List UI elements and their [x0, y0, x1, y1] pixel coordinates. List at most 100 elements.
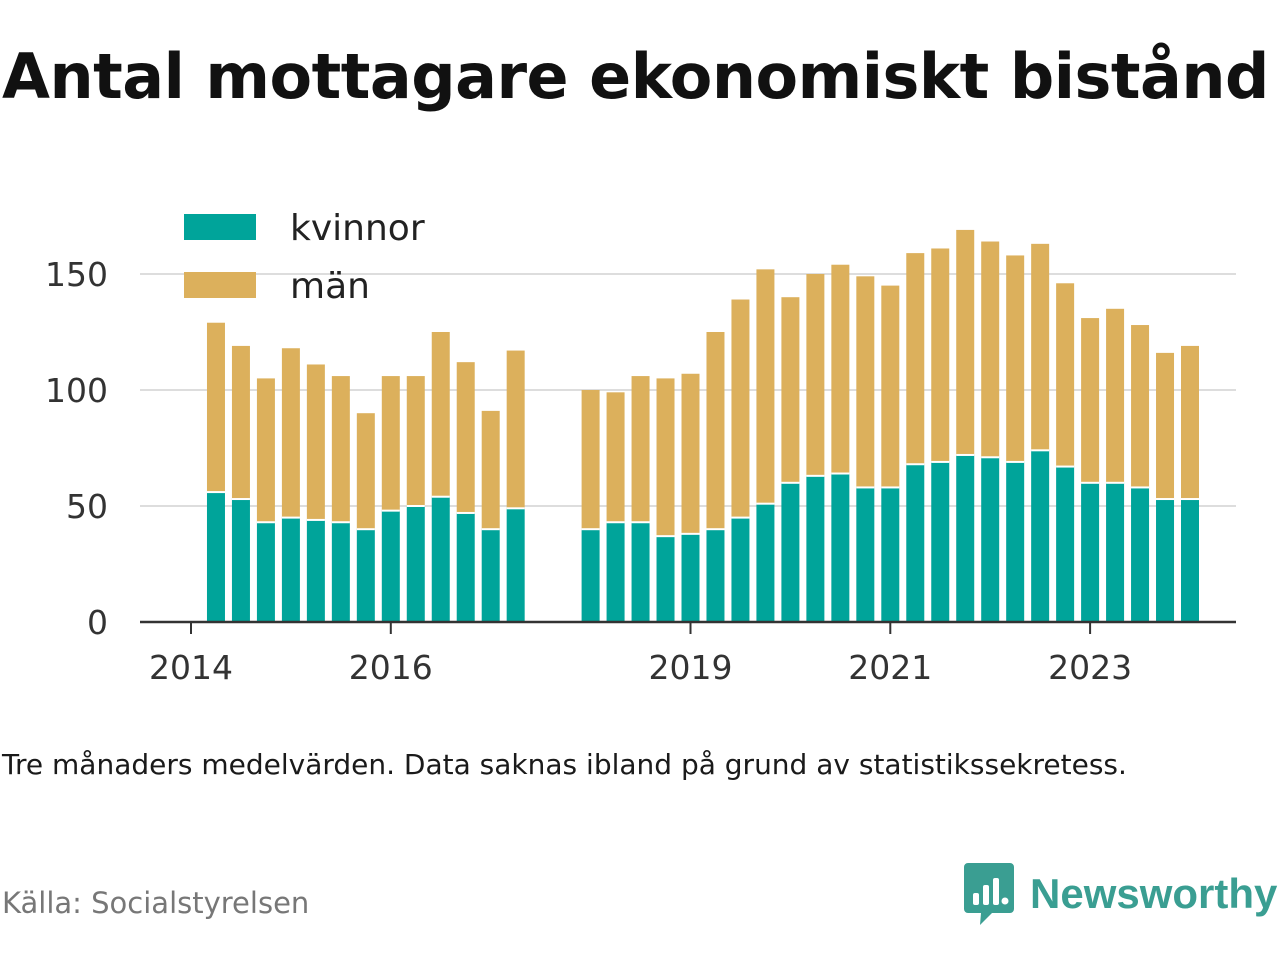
bar-kvinnor — [306, 519, 325, 622]
bar-kvinnor — [731, 517, 750, 622]
bar-kvinnor — [1081, 482, 1100, 622]
bar-separator — [856, 486, 875, 489]
bar-man — [1031, 243, 1050, 451]
bar-man — [481, 410, 500, 530]
bar-kvinnor — [231, 499, 250, 622]
bar-man — [881, 285, 900, 488]
bar-separator — [306, 518, 325, 521]
bar-man — [1106, 308, 1125, 483]
bar-kvinnor — [606, 522, 625, 622]
bar-separator — [831, 472, 850, 475]
bar-kvinnor — [1056, 466, 1075, 622]
bar-separator — [681, 532, 700, 535]
bar-man — [406, 376, 425, 506]
bar-separator — [706, 528, 725, 531]
bar-kvinnor — [806, 475, 825, 622]
newsworthy-logo-icon — [964, 863, 1014, 925]
bar-separator — [931, 460, 950, 463]
legend-swatch-man — [184, 272, 256, 298]
bar-separator — [381, 509, 400, 512]
bar-separator — [456, 511, 475, 514]
bar-man — [456, 362, 475, 513]
bar-separator — [431, 495, 450, 498]
stacked-bar-chart: 0 50 100 150 2014 2016 2019 2021 2023 kvinnor män — [45, 208, 1236, 687]
bar-man — [1081, 318, 1100, 483]
bar-man — [806, 274, 825, 476]
bar-man — [256, 378, 275, 523]
bar-man — [731, 299, 750, 518]
bar-kvinnor — [581, 529, 600, 622]
bar-kvinnor — [406, 506, 425, 622]
bar-man — [656, 378, 675, 537]
bar-man — [381, 376, 400, 511]
bar-kvinnor — [656, 536, 675, 622]
bar-man — [981, 241, 1000, 458]
bar-man — [1131, 325, 1150, 488]
bar-man — [856, 276, 875, 488]
bar-separator — [231, 498, 250, 501]
bar-kvinnor — [356, 529, 375, 622]
bar-man — [306, 364, 325, 520]
bar-kvinnor — [506, 508, 525, 622]
bar-kvinnor — [956, 454, 975, 622]
bar-separator — [1131, 486, 1150, 489]
x-tick-label: 2014 — [149, 648, 233, 687]
y-tick-label: 100 — [45, 371, 108, 410]
bar-kvinnor — [756, 503, 775, 622]
bar-man — [931, 248, 950, 462]
bar-kvinnor — [1156, 499, 1175, 622]
bar-separator — [1181, 498, 1199, 501]
bar-separator — [1006, 460, 1025, 463]
bar-separator — [656, 535, 675, 538]
bar-man — [431, 332, 450, 497]
bar-separator — [906, 463, 925, 466]
bar-separator — [881, 486, 900, 489]
bar-separator — [781, 481, 800, 484]
bar-kvinnor — [906, 464, 925, 622]
bar-separator — [1056, 465, 1075, 468]
bar-kvinnor — [256, 522, 275, 622]
bar-kvinnor — [1031, 450, 1050, 622]
bar-separator — [631, 521, 650, 524]
bar-kvinnor — [781, 482, 800, 622]
bar-separator — [206, 491, 225, 494]
bar-kvinnor — [1006, 461, 1025, 622]
newsworthy-brand: Newsworthy — [964, 862, 1277, 926]
bar-kvinnor — [1131, 487, 1150, 622]
bar-kvinnor — [831, 473, 850, 622]
bar-man — [906, 253, 925, 465]
bar-separator — [506, 507, 525, 510]
bar-man — [581, 390, 600, 530]
bar-man — [956, 229, 975, 455]
bar-kvinnor — [281, 517, 300, 622]
chart-title: Antal mottagare ekonomiskt bistånd — [2, 40, 1269, 113]
bar-man — [1056, 283, 1075, 467]
bar-kvinnor — [456, 512, 475, 622]
bar-separator — [481, 528, 500, 531]
bar-kvinnor — [1181, 499, 1199, 622]
bar-man — [756, 269, 775, 504]
bar-man — [706, 332, 725, 530]
y-tick-label: 50 — [66, 487, 108, 526]
bars — [206, 229, 1199, 622]
bar-separator — [256, 521, 275, 524]
bar-man — [206, 322, 225, 493]
bar-man — [506, 350, 525, 509]
y-tick-label: 0 — [87, 603, 108, 642]
bar-separator — [406, 505, 425, 507]
bar-man — [1181, 345, 1199, 500]
bar-kvinnor — [681, 533, 700, 622]
bar-kvinnor — [856, 487, 875, 622]
bar-kvinnor — [206, 492, 225, 622]
bar-man — [1156, 352, 1175, 500]
y-tick-label: 150 — [45, 255, 108, 294]
x-tick-label: 2021 — [848, 648, 932, 687]
chart-note: Tre månaders medelvärden. Data saknas ib… — [2, 748, 1127, 781]
bar-separator — [1106, 481, 1125, 484]
bar-kvinnor — [631, 522, 650, 622]
bar-separator — [1081, 481, 1100, 484]
bar-kvinnor — [481, 529, 500, 622]
legend-label-kvinnor: kvinnor — [290, 208, 425, 249]
bar-man — [281, 348, 300, 518]
source-credit: Källa: Socialstyrelsen — [2, 886, 310, 920]
